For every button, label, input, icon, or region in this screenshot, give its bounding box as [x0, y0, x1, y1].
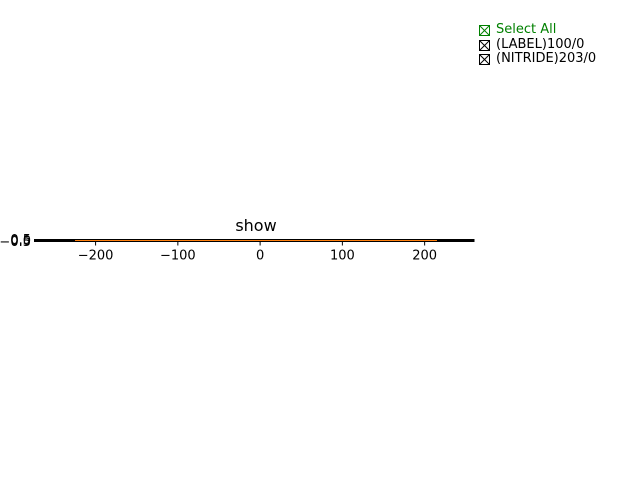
legend: Select All (LABEL)100/0 (NITRIDE)203/0: [479, 22, 596, 66]
x-tick-label: −100: [160, 249, 196, 264]
x-tick-label: 200: [412, 249, 437, 264]
x-tick-label: 0: [256, 249, 264, 264]
checkbox-checked-icon[interactable]: [479, 24, 490, 36]
x-axis: −200 −100 0 100 200: [78, 241, 437, 264]
checkbox-checked-icon[interactable]: [479, 53, 490, 65]
y-tick-label: 0.0: [10, 234, 31, 249]
legend-select-all[interactable]: Select All: [479, 22, 596, 38]
x-tick-label: 100: [330, 249, 355, 264]
legend-select-all-label: Select All: [496, 22, 557, 37]
plot-title: show: [235, 216, 276, 235]
x-tick-label: −200: [78, 249, 114, 264]
legend-item-nitride[interactable]: (NITRIDE)203/0: [479, 52, 596, 66]
y-tick-label: −0.5: [0, 235, 31, 250]
legend-item-nitride-text: (NITRIDE)203/0: [496, 51, 597, 66]
legend-item-label-text: (LABEL)100/0: [496, 37, 585, 52]
checkbox-checked-icon[interactable]: [479, 39, 490, 51]
y-tick-label: 0.5: [10, 233, 31, 248]
y-axis: −0.50.00.5: [0, 233, 38, 250]
legend-item-label[interactable]: (LABEL)100/0: [479, 38, 596, 52]
